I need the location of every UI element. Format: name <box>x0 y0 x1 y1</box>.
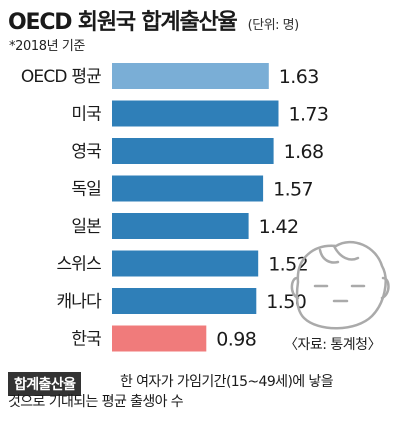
baby-face-icon <box>290 240 390 330</box>
value-label: 1.52 <box>268 254 308 276</box>
note-badge: 합계출산율 <box>8 372 82 396</box>
bar <box>112 250 259 277</box>
chart-title: OECD 회원국 합계출산율 <box>8 10 238 35</box>
category-label: 영국 <box>71 142 101 162</box>
bars-group: OECD 평균 1.63 미국 1.73 영국 1.68 독일 1.57 일본 1.42 스위스 1.… <box>21 63 329 352</box>
category-label: 한국 <box>71 330 101 350</box>
value-label: 0.98 <box>216 329 256 351</box>
category-label: 독일 <box>71 180 101 200</box>
chart-header: OECD 회원국 합계출산율 (단위: 명) <box>8 4 299 36</box>
category-label: OECD 평균 <box>21 67 101 87</box>
chart-subtitle: *2018년 기준 <box>9 39 85 54</box>
unit-label: (단위: 명) <box>247 18 300 33</box>
category-label: 캐나다 <box>56 292 102 312</box>
bar <box>112 138 274 164</box>
bar <box>112 213 249 239</box>
bar <box>112 325 207 352</box>
category-label: 미국 <box>71 105 101 125</box>
category-label: 일본 <box>71 217 101 237</box>
note-text: 한 여자가 가임기간(15~49세)에 낳을 것으로 기대되는 평균 출생아 수 <box>8 372 396 412</box>
value-label: 1.42 <box>259 216 299 238</box>
bar <box>112 288 257 314</box>
category-label: 스위스 <box>56 255 101 275</box>
value-label: 1.63 <box>279 66 319 88</box>
source-label: 〈자료: 통계청〉 <box>284 337 382 353</box>
value-label: 1.73 <box>289 104 329 126</box>
note-line-1: 한 여자가 가임기간(15~49세)에 낳을 <box>120 374 334 390</box>
note-line-2: 것으로 기대되는 평균 출생아 수 <box>8 394 184 410</box>
bar <box>112 63 269 89</box>
value-label: 1.57 <box>273 179 313 201</box>
value-label: 1.68 <box>284 141 324 163</box>
bar <box>112 100 279 127</box>
bar <box>112 175 264 202</box>
